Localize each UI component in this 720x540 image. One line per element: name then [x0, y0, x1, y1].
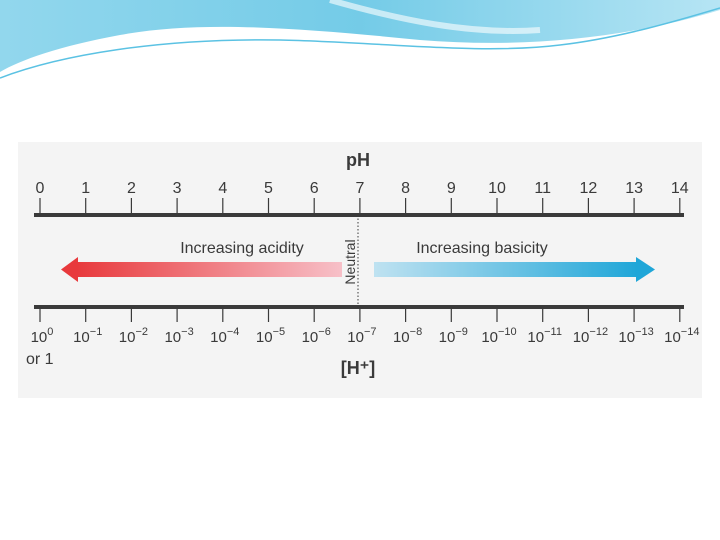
h-ion-value-label: 10−11 [527, 326, 562, 346]
ph-title: pH [346, 150, 370, 170]
ph-value-labels: 0 1 2 3 4 5 6 7 8 9 10 11 12 13 14 [36, 180, 689, 197]
ph-value-label: 0 [36, 180, 45, 197]
ph-value-label: 10 [488, 180, 506, 197]
h-ion-value-label: 10−13 [618, 326, 653, 346]
h-ion-value-label: 10−7 [347, 326, 376, 346]
basicity-arrow [374, 257, 655, 282]
h-ion-value-label: 100 [31, 326, 54, 346]
ph-axis-ticks [39, 198, 681, 215]
neutral-label: Neutral [342, 239, 358, 284]
h-ion-value-label: 10−5 [256, 326, 285, 346]
ph-value-label: 8 [401, 180, 410, 197]
ph-value-label: 14 [671, 180, 689, 197]
ph-value-label: 1 [81, 180, 90, 197]
ph-scale-diagram: pH 0 1 2 3 4 5 6 7 8 9 10 11 12 13 14 Neutral Increasi… [26, 150, 700, 378]
h-ion-value-labels: 100 10−1 10−2 10−3 10−4 10−5 10−6 10−7 10−8 10−9 1… [31, 326, 700, 346]
h-ion-value-label: 10−1 [73, 326, 102, 346]
h-ion-value-label: 10−2 [119, 326, 148, 346]
h-ion-value-label: 10−3 [164, 326, 193, 346]
h-ion-value-label: 10−9 [439, 326, 468, 346]
h-ion-value-label: 10−12 [573, 326, 608, 346]
h-ion-value-label: 10−6 [302, 326, 331, 346]
h-ion-axis-ticks [39, 307, 681, 322]
ph-value-label: 2 [127, 180, 136, 197]
ph-value-label: 6 [310, 180, 319, 197]
header-wave-decoration [0, 0, 720, 79]
h-ion-title: [H⁺] [341, 358, 376, 378]
ph-scale-figure: pH 0 1 2 3 4 5 6 7 8 9 10 11 12 13 14 Neutral Increasi… [18, 142, 702, 398]
h-ion-value-label: 10−14 [664, 326, 699, 346]
ph-value-label: 13 [625, 180, 643, 197]
ph-value-label: 3 [173, 180, 182, 197]
h-ion-value-label: 10−4 [210, 326, 239, 346]
acidity-label: Increasing acidity [180, 240, 304, 257]
or-one-label: or 1 [26, 351, 54, 368]
ph-value-label: 5 [264, 180, 273, 197]
ph-value-label: 12 [580, 180, 598, 197]
ph-value-label: 4 [218, 180, 227, 197]
basicity-label: Increasing basicity [416, 240, 548, 257]
acidity-arrow [61, 257, 342, 282]
ph-value-label: 11 [534, 180, 551, 197]
h-ion-value-label: 10−10 [481, 326, 516, 346]
h-ion-value-label: 10−8 [393, 326, 422, 346]
ph-value-label: 7 [355, 180, 364, 197]
ph-value-label: 9 [447, 180, 456, 197]
